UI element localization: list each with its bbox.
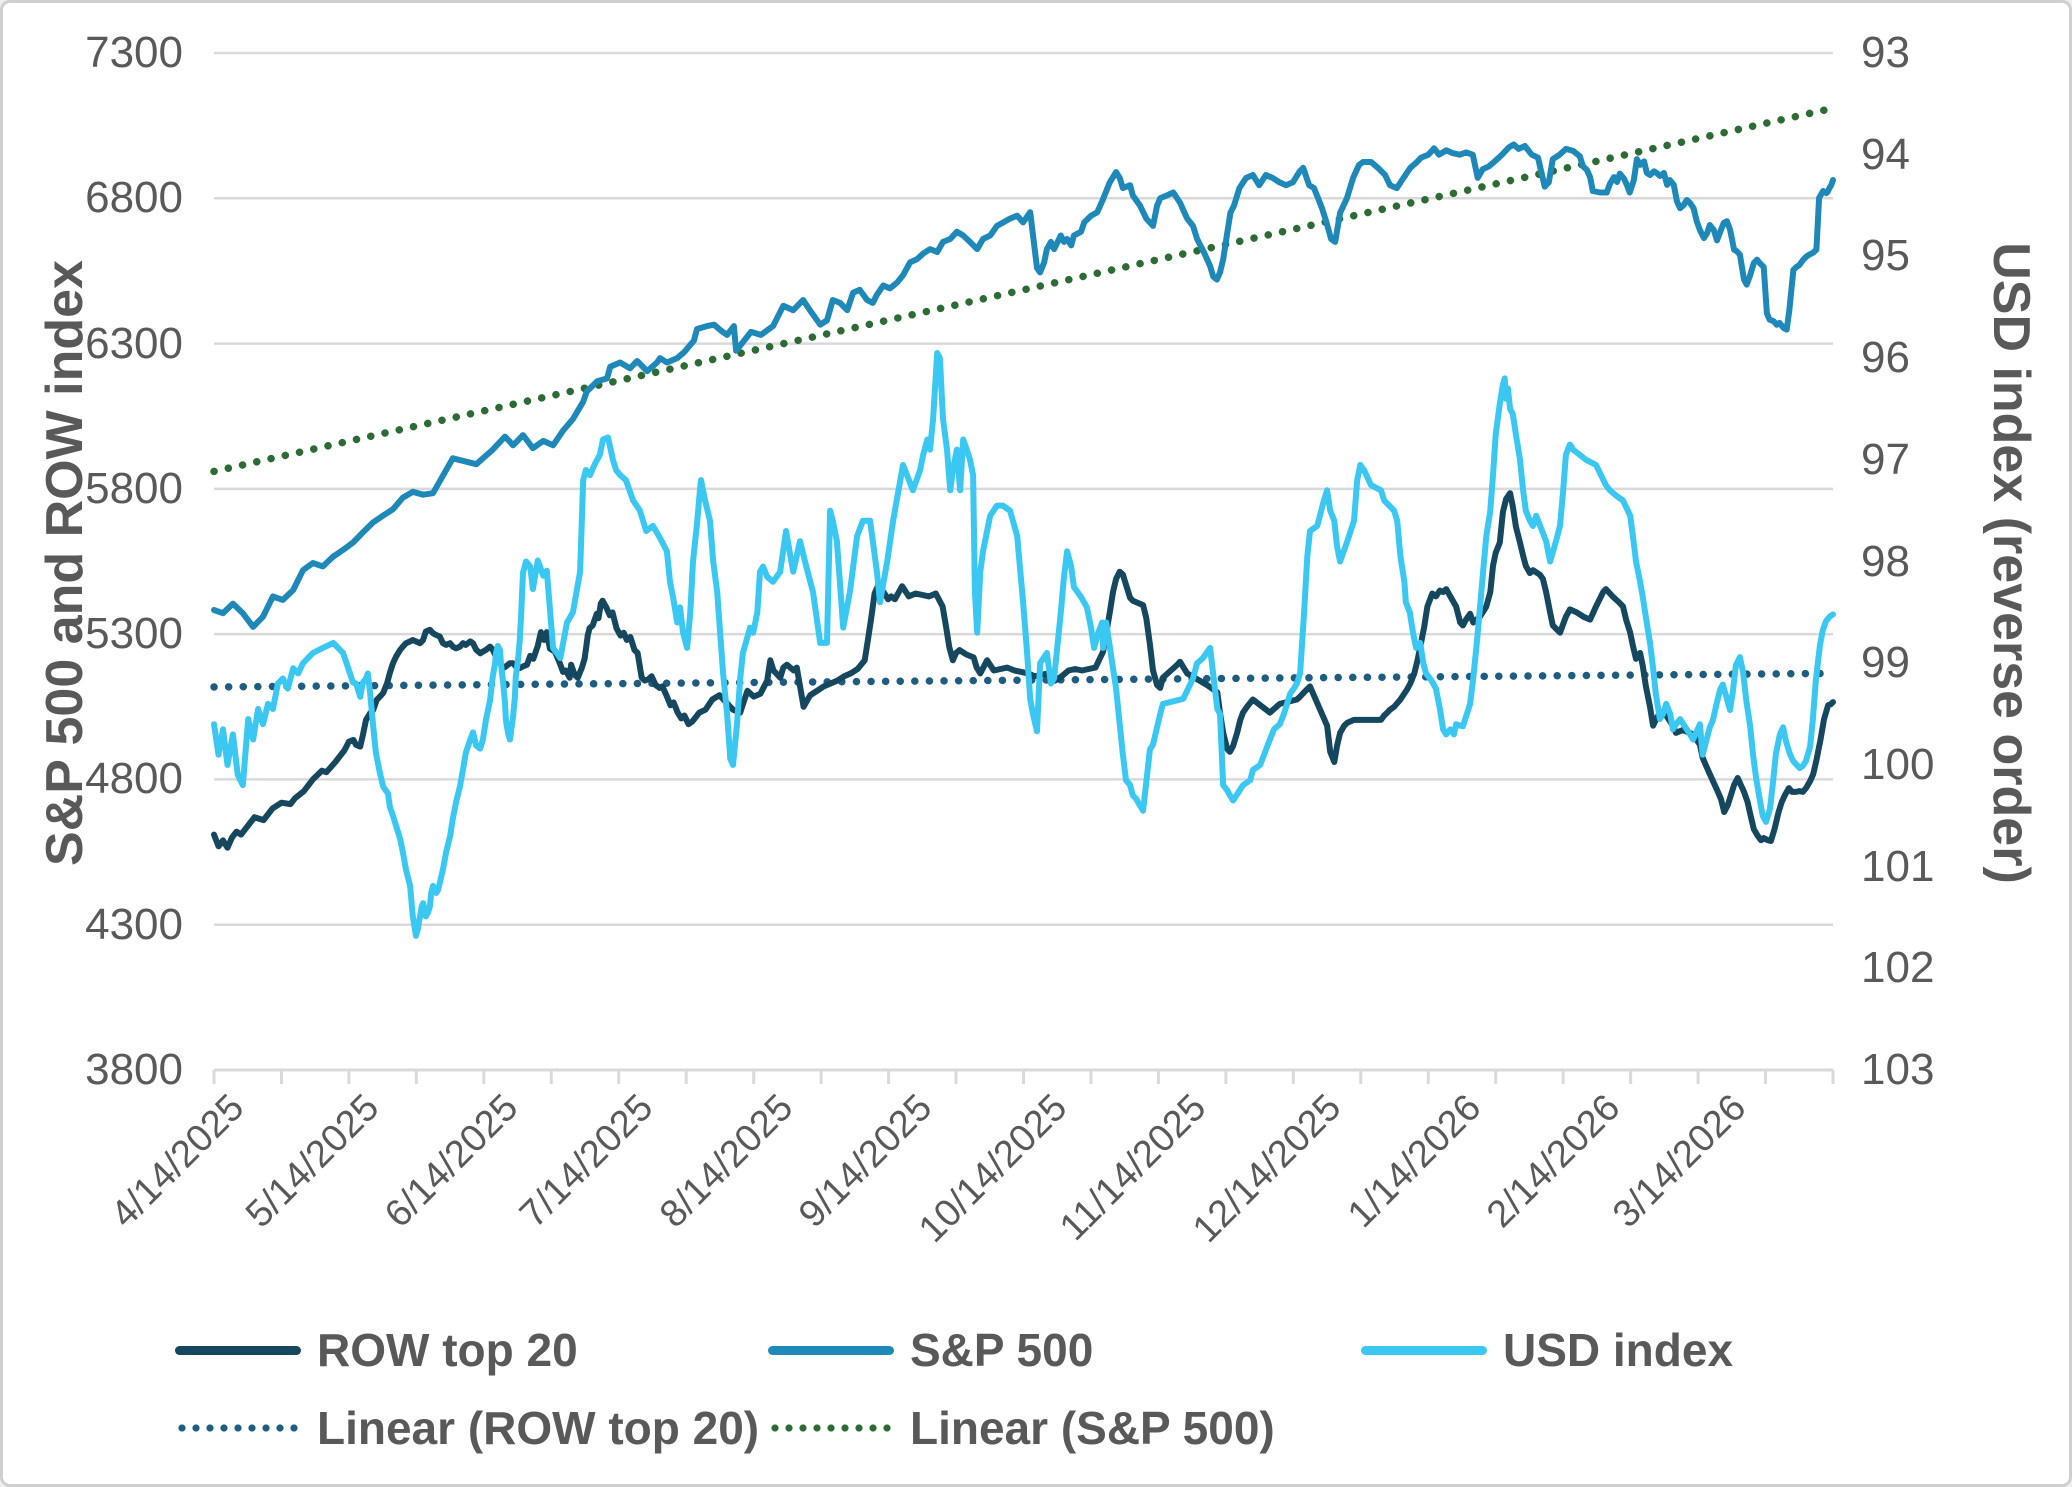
left-axis-tick: 6800 (85, 173, 183, 223)
right-axis-tick: 95 (1861, 231, 1910, 281)
right-axis-tick: 99 (1861, 638, 1910, 688)
left-axis-title: S&P 500 and ROW index (36, 260, 94, 866)
right-axis-tick: 97 (1861, 434, 1910, 484)
left-axis-tick: 7300 (85, 28, 183, 77)
right-axis-tick: 98 (1861, 536, 1910, 586)
legend-item-linear-sp500[interactable]: Linear (S&P 500) (768, 1402, 1275, 1454)
left-axis-tick: 3800 (85, 1045, 183, 1094)
plot-area[interactable] (3, 3, 2072, 1487)
legend-item-row-top-20[interactable]: ROW top 20 (175, 1324, 578, 1376)
row-top-20-line-icon (175, 1345, 301, 1355)
right-axis-tick: 96 (1861, 333, 1910, 383)
right-axis-tick: 94 (1861, 129, 1910, 179)
legend-label: S&P 500 (910, 1324, 1094, 1376)
right-axis-tick: 100 (1861, 739, 1935, 789)
left-axis-tick: 5300 (85, 609, 183, 659)
right-axis-tick: 102 (1861, 943, 1935, 993)
left-axis-tick: 5800 (85, 463, 183, 513)
legend-label: Linear (ROW top 20) (317, 1402, 760, 1454)
legend-item-linear-row-top-20[interactable]: Linear (ROW top 20) (175, 1402, 760, 1454)
left-axis-tick: 4800 (85, 754, 183, 804)
right-axis-tick: 101 (1861, 841, 1935, 891)
legend-label: USD index (1503, 1324, 1734, 1376)
right-axis-title: USD index (reverse order) (1982, 242, 2040, 884)
linear-row-top-20-dotted-line-icon (175, 1423, 301, 1433)
sp500-line-icon (768, 1345, 894, 1355)
legend-label: Linear (S&P 500) (910, 1402, 1275, 1454)
legend-item-sp500[interactable]: S&P 500 (768, 1324, 1094, 1376)
legend-item-usd-index[interactable]: USD index (1361, 1324, 1734, 1376)
usd-index-line-icon (1361, 1345, 1487, 1355)
right-axis-tick: 93 (1861, 28, 1910, 77)
linear-sp500-dotted-line-icon (768, 1423, 894, 1433)
right-axis-tick: 103 (1861, 1045, 1935, 1094)
left-axis-tick: 4300 (85, 899, 183, 949)
left-axis-tick: 6300 (85, 318, 183, 368)
legend-label: ROW top 20 (317, 1324, 578, 1376)
